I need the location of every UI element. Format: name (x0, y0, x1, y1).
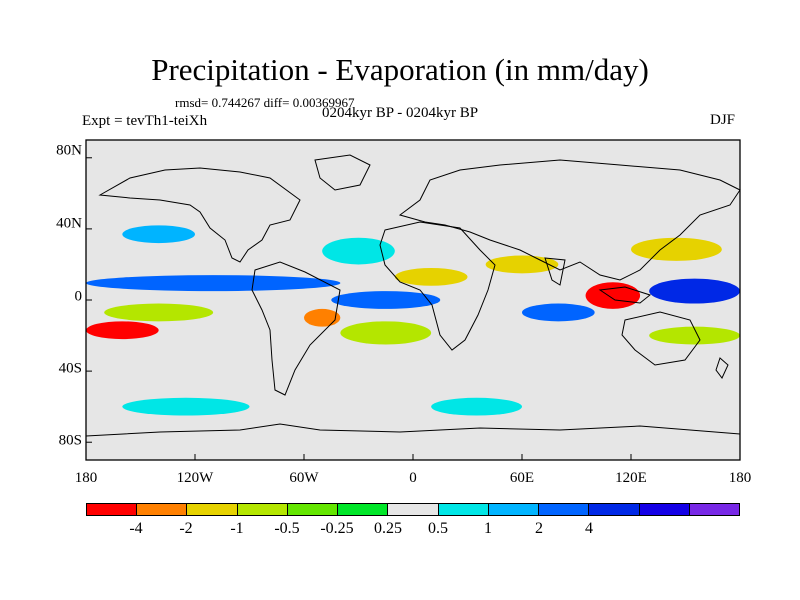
colorbar-swatch (187, 504, 238, 515)
lon-label-180e: 180 (728, 470, 752, 486)
lon-label-60w: 60W (289, 470, 319, 486)
period-label: 0204kyr BP - 0204kyr BP (322, 105, 479, 121)
colorbar-swatch (87, 504, 138, 515)
coast-africa (379, 221, 496, 351)
coast-eurasia (398, 159, 741, 281)
contour-fields (86, 225, 740, 416)
contour-region (522, 303, 595, 322)
contour-region (649, 278, 740, 304)
colorbar-label: 0.25 (374, 520, 402, 537)
colorbar-swatch (539, 504, 590, 515)
contour-region (431, 397, 522, 416)
colorbar-swatch (137, 504, 188, 515)
lon-label-120w: 120W (176, 470, 214, 486)
colorbar-label: -1 (230, 520, 244, 537)
contour-region (649, 326, 740, 345)
lon-label-60e: 60E (509, 470, 535, 486)
contour-region (585, 282, 641, 309)
experiment-label: Expt = tevTh1-teiXh (82, 113, 208, 129)
season-label: DJF (710, 112, 736, 128)
coast-greenland (314, 154, 371, 191)
colorbar-swatch (589, 504, 640, 515)
colorbar-label: 2 (535, 520, 543, 537)
contour-region (331, 291, 441, 309)
contour-region (394, 268, 468, 286)
lon-label-120e: 120E (615, 470, 647, 486)
chart-title: Precipitation - Evaporation (in mm/day) (151, 52, 649, 87)
stats-label: rmsd= 0.744267 diff= 0.00369967 (175, 95, 355, 110)
contour-region (122, 397, 250, 416)
lat-label-80n: 80N (56, 142, 82, 159)
lat-label-40s: 40S (58, 360, 82, 377)
colorbar-label: -4 (129, 520, 143, 537)
colorbar-label: -0.25 (320, 520, 354, 537)
colorbar-label: 4 (585, 520, 593, 537)
coast-indonesia (598, 286, 652, 304)
colorbar (86, 503, 740, 516)
colorbar-swatch (639, 504, 690, 515)
lon-label-180w: 180 (74, 470, 98, 486)
colorbar-swatch (338, 504, 389, 515)
coast-antarctica (85, 423, 741, 437)
colorbar-swatch (388, 504, 439, 515)
colorbar-swatch (438, 504, 489, 515)
colorbar-swatch (689, 504, 740, 515)
colorbar-swatch (237, 504, 288, 515)
coastlines (85, 154, 741, 437)
contour-region (104, 303, 214, 322)
coast-south-america (251, 261, 341, 396)
lat-label-0: 0 (74, 288, 83, 305)
colorbar-label: -0.5 (274, 520, 300, 537)
axis-ticks (85, 157, 741, 460)
lon-label-0: 0 (409, 470, 417, 486)
coast-australia (621, 311, 701, 366)
colorbar-label: 1 (484, 520, 492, 537)
contour-region (122, 225, 195, 244)
contour-region (340, 321, 432, 345)
colorbar-swatch (488, 504, 540, 515)
contour-region (304, 308, 341, 327)
coast-india (544, 257, 566, 286)
contour-region (86, 321, 159, 340)
colorbar-label: -2 (179, 520, 193, 537)
colorbar-swatch (287, 504, 339, 515)
colorbar-label: 0.5 (428, 520, 448, 537)
contour-region (631, 237, 722, 261)
contour-region (86, 275, 341, 292)
coast-new-zealand (715, 357, 729, 379)
lat-label-80s: 80S (58, 432, 82, 449)
coast-north-america (98, 167, 301, 263)
lat-label-40n: 40N (56, 215, 82, 232)
contour-region (322, 237, 395, 265)
